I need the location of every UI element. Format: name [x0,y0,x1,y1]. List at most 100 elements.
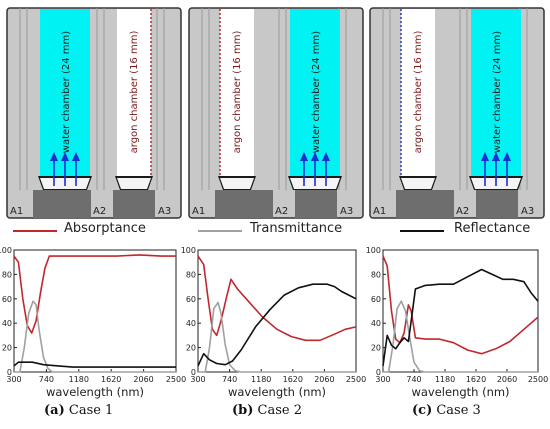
base-block [295,190,337,218]
chamber-diagrams: water chamber (24 mm) argon chamber (16 m… [6,7,545,219]
series-reflectance-line [197,283,357,367]
legend-transmittance: Transmittance [250,221,343,236]
legend-reflectance: Reflectance [454,221,531,236]
y-tick-label: 20 [371,344,381,353]
argon-cap-inner [117,178,151,189]
diagram-case-3: argon chamber (16 mm) water chamber (24 m… [369,7,545,219]
arrow-head [481,152,489,161]
argon-chamber [220,9,254,183]
x-tick-label: 2500 [528,375,548,384]
series-transmittance-line [14,300,176,373]
label-a2: A2 [456,206,469,217]
series-reflectance-line [13,361,176,368]
y-tick-label: 80 [186,270,196,279]
label-a1: A1 [373,206,386,217]
argon-chamber [117,9,151,183]
y-tick-label: 100 [0,246,12,255]
base-block [476,190,518,218]
y-tick-label: 100 [181,246,196,255]
plot-area [197,249,357,373]
y-tick-label: 40 [186,319,196,328]
x-axis-label: wavelength (nm) [228,385,326,399]
water-chamber-label: water chamber (24 mm) [61,31,72,153]
y-tick-label: 80 [371,270,381,279]
x-tick-label: 1620 [283,375,303,384]
water-chamber-label: water chamber (24 mm) [311,31,322,153]
base-block [113,190,155,218]
plot-area [13,249,177,373]
legend-line-transmittance [198,230,242,232]
x-tick-label: 300 [190,375,205,384]
y-tick-label: 80 [2,270,12,279]
arrow-head [311,152,319,161]
label-a1: A1 [192,206,205,217]
charts: 0204060801003007401180162020602500wavele… [0,246,548,399]
x-tick-label: 740 [222,375,237,384]
caption-case-1: (a) Case 1 [44,403,114,418]
argon-chamber-label: argon chamber (16 mm) [413,31,424,154]
legend-absorptance: Absorptance [64,221,146,236]
y-tick-label: 0 [7,368,12,377]
label-a1: A1 [10,206,23,217]
x-tick-label: 2060 [497,375,517,384]
y-tick-label: 20 [186,344,196,353]
y-tick-label: 20 [2,344,12,353]
argon-chamber-label: argon chamber (16 mm) [129,31,140,154]
chart-case-2: 0 20 40 60 80 100 300 740 1180 1620 2060 2500 wavele… [181,246,366,399]
series-absorptance-line [382,255,539,355]
arrow-head [72,152,80,161]
y-tick-label: 100 [366,246,381,255]
diagram-case-1: water chamber (24 mm) argon chamber (16 m… [6,7,182,219]
arrow-head [300,152,308,161]
arrow-head [503,152,511,161]
x-tick-label: 300 [375,375,390,384]
arrow-head [492,152,500,161]
caption-case-2: (b) Case 2 [232,403,303,418]
x-tick-label: 2060 [314,375,334,384]
x-tick-label: 1180 [435,375,455,384]
argon-cap-inner [220,178,254,189]
y-tick-label: 60 [186,295,196,304]
series-reflectance-line [382,268,539,367]
y-tick-label: 60 [2,295,12,304]
x-tick-label: 1180 [69,375,89,384]
label-a2: A2 [275,206,288,217]
label-a3: A3 [521,206,534,217]
series-transmittance-line [383,300,538,373]
x-axis-label: wavelength (nm) [411,385,509,399]
argon-chamber-label: argon chamber (16 mm) [232,31,243,154]
x-axis-label: wavelength (nm) [46,385,144,399]
arrow-head [322,152,330,161]
x-tick-label: 1180 [251,375,271,384]
chart-case-3: 0 20 40 60 80 100 300 740 1180 1620 2060 2500 wavele… [366,246,548,399]
x-tick-label: 1620 [466,375,486,384]
arrow-head [50,152,58,161]
y-tick-label: 60 [371,295,381,304]
chart-case-1: 0 20 40 60 80 100 300 740 1180 1620 2060 2500 wavele… [0,246,186,399]
water-chamber-label: water chamber (24 mm) [492,31,503,153]
legend-line-absorptance [13,230,57,232]
base-block [215,190,273,218]
series-transmittance-line [198,301,356,373]
y-tick-label: 40 [371,319,381,328]
legend-line-reflectance [400,230,444,232]
y-tick-label: 40 [2,319,12,328]
label-a3: A3 [340,206,353,217]
label-a3: A3 [158,206,171,217]
base-block [396,190,454,218]
x-tick-label: 2500 [346,375,366,384]
x-tick-label: 1620 [101,375,121,384]
x-tick-label: 2060 [133,375,153,384]
argon-chamber [401,9,435,183]
panel-frame [6,7,182,219]
label-a2: A2 [93,206,106,217]
y-tick-label: 0 [191,368,196,377]
base-block [33,190,91,218]
series-absorptance-line [13,254,176,334]
x-tick-label: 2500 [166,375,186,384]
diagram-case-2: argon chamber (16 mm) water chamber (24 m… [188,7,364,219]
x-tick-label: 740 [39,375,54,384]
plot-area [382,249,539,373]
x-tick-label: 300 [6,375,21,384]
